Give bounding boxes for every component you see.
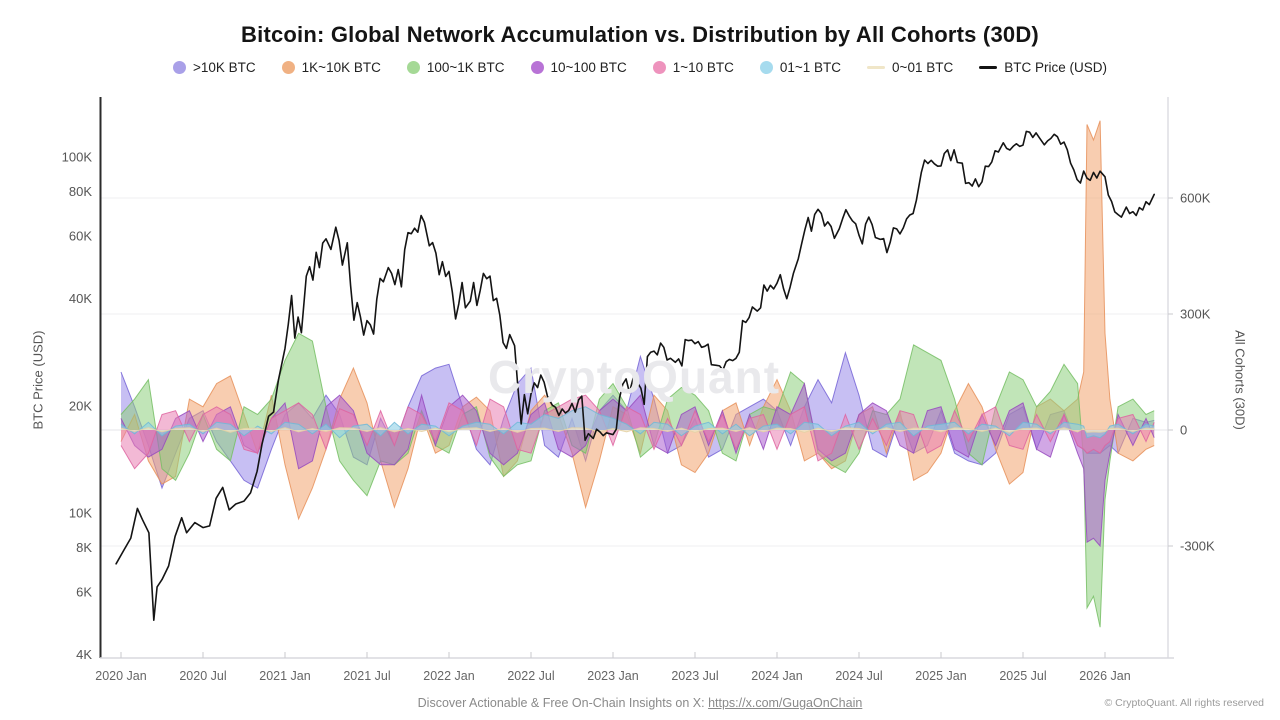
- series-outline-1k-10k-btc: [120, 120, 1155, 521]
- left-axis-tick-label: 20K: [69, 398, 92, 413]
- right-axis-tick-label: 600K: [1180, 191, 1211, 206]
- left-axis-tick-label: 40K: [69, 291, 92, 306]
- series-outline-0-01-btc: [120, 427, 1155, 433]
- x-axis-tick-label: 2021 Jul: [343, 669, 390, 683]
- legend-label: 10~100 BTC: [550, 60, 627, 75]
- legend-swatch: [867, 66, 886, 69]
- legend-item-7[interactable]: BTC Price (USD): [979, 60, 1107, 75]
- price-layer: [115, 130, 1155, 621]
- x-axis-tick-label: 2022 Jan: [423, 669, 474, 683]
- legend-swatch: [173, 61, 187, 74]
- legend-item-3[interactable]: 10~100 BTC: [530, 60, 627, 75]
- x-axis-tick-label: 2022 Jul: [507, 669, 554, 683]
- legend-swatch: [759, 61, 773, 74]
- x-axis-tick-label: 2024 Jul: [835, 669, 882, 683]
- legend-item-2[interactable]: 100~1K BTC: [406, 60, 505, 75]
- footer-promo-text: Discover Actionable & Free On-Chain Insi…: [417, 696, 709, 710]
- legend-label: 0~01 BTC: [892, 60, 954, 75]
- left-axis-tick-label: 80K: [69, 184, 92, 199]
- legend-label: BTC Price (USD): [1004, 60, 1107, 75]
- legend-swatch: [530, 61, 544, 74]
- x-axis-tick-label: 2025 Jul: [999, 669, 1046, 683]
- x-axis-tick-label: 2024 Jan: [751, 669, 802, 683]
- legend-item-6[interactable]: 0~01 BTC: [867, 60, 953, 75]
- x-axis-tick-label: 2026 Jan: [1079, 669, 1130, 683]
- left-axis-title: BTC Price (USD): [30, 330, 46, 430]
- series-outline-100-1k-btc: [120, 332, 1155, 628]
- legend-swatch: [406, 61, 420, 74]
- footer-promo-link[interactable]: https://x.com/GugaOnChain: [708, 696, 863, 710]
- legend-label: 1K~10K BTC: [301, 60, 381, 75]
- right-axis-tick-label: 300K: [1180, 307, 1211, 322]
- legend-item-5[interactable]: 01~1 BTC: [759, 60, 842, 75]
- x-axis-tick-label: 2020 Jan: [95, 669, 146, 683]
- cryptoquant-watermark: CryptoQuant: [487, 351, 781, 403]
- left-axis-tick-label: 6K: [76, 585, 92, 600]
- legend-label: 100~1K BTC: [426, 60, 505, 75]
- left-axis-tick-label: 60K: [69, 229, 92, 244]
- left-axis-tick-label: 8K: [76, 540, 92, 555]
- series-outline-10-100-btc: [120, 381, 1155, 548]
- btc-price-line: [115, 130, 1155, 621]
- x-axis-tick-label: 2021 Jan: [259, 669, 310, 683]
- legend-label: >10K BTC: [193, 60, 256, 75]
- left-axis-tick-label: 10K: [69, 506, 92, 521]
- legend: >10K BTC 1K~10K BTC 100~1K BTC 10~100 BTC 1~…: [0, 60, 1280, 75]
- chart-title: Bitcoin: Global Network Accumulation vs.…: [241, 22, 1039, 47]
- legend-swatch: [652, 61, 666, 74]
- x-axis-tick-label: 2023 Jan: [587, 669, 638, 683]
- legend-swatch: [281, 61, 295, 74]
- legend-label: 01~1 BTC: [779, 60, 842, 75]
- x-axis-tick-label: 2025 Jan: [915, 669, 966, 683]
- legend-item-4[interactable]: 1~10 BTC: [652, 60, 734, 75]
- series-area-1-10-btc: [121, 395, 1155, 469]
- legend-item-0[interactable]: >10K BTC: [173, 60, 256, 75]
- footer-copyright: © CryptoQuant. All rights reserved: [1104, 697, 1264, 709]
- legend-item-1[interactable]: 1K~10K BTC: [281, 60, 381, 75]
- right-axis-title: All Cohorts (30D): [1232, 330, 1248, 430]
- left-axis-tick-label: 4K: [76, 647, 92, 662]
- series-area-100-1k-btc: [121, 333, 1155, 628]
- x-axis-tick-label: 2020 Jul: [179, 669, 226, 683]
- footer-promo: Discover Actionable & Free On-Chain Insi…: [0, 696, 1280, 710]
- x-axis-tick-label: 2023 Jul: [671, 669, 718, 683]
- right-axis-tick-label: -300K: [1180, 539, 1215, 554]
- cohort-areas: [120, 120, 1155, 628]
- series-area-0-01-btc: [121, 427, 1155, 433]
- legend-label: 1~10 BTC: [672, 60, 734, 75]
- left-axis-tick-label: 100K: [62, 150, 93, 165]
- legend-swatch: [979, 66, 998, 69]
- series-outline-01-1-btc: [120, 406, 1155, 439]
- right-axis-tick-label: 0: [1180, 423, 1187, 438]
